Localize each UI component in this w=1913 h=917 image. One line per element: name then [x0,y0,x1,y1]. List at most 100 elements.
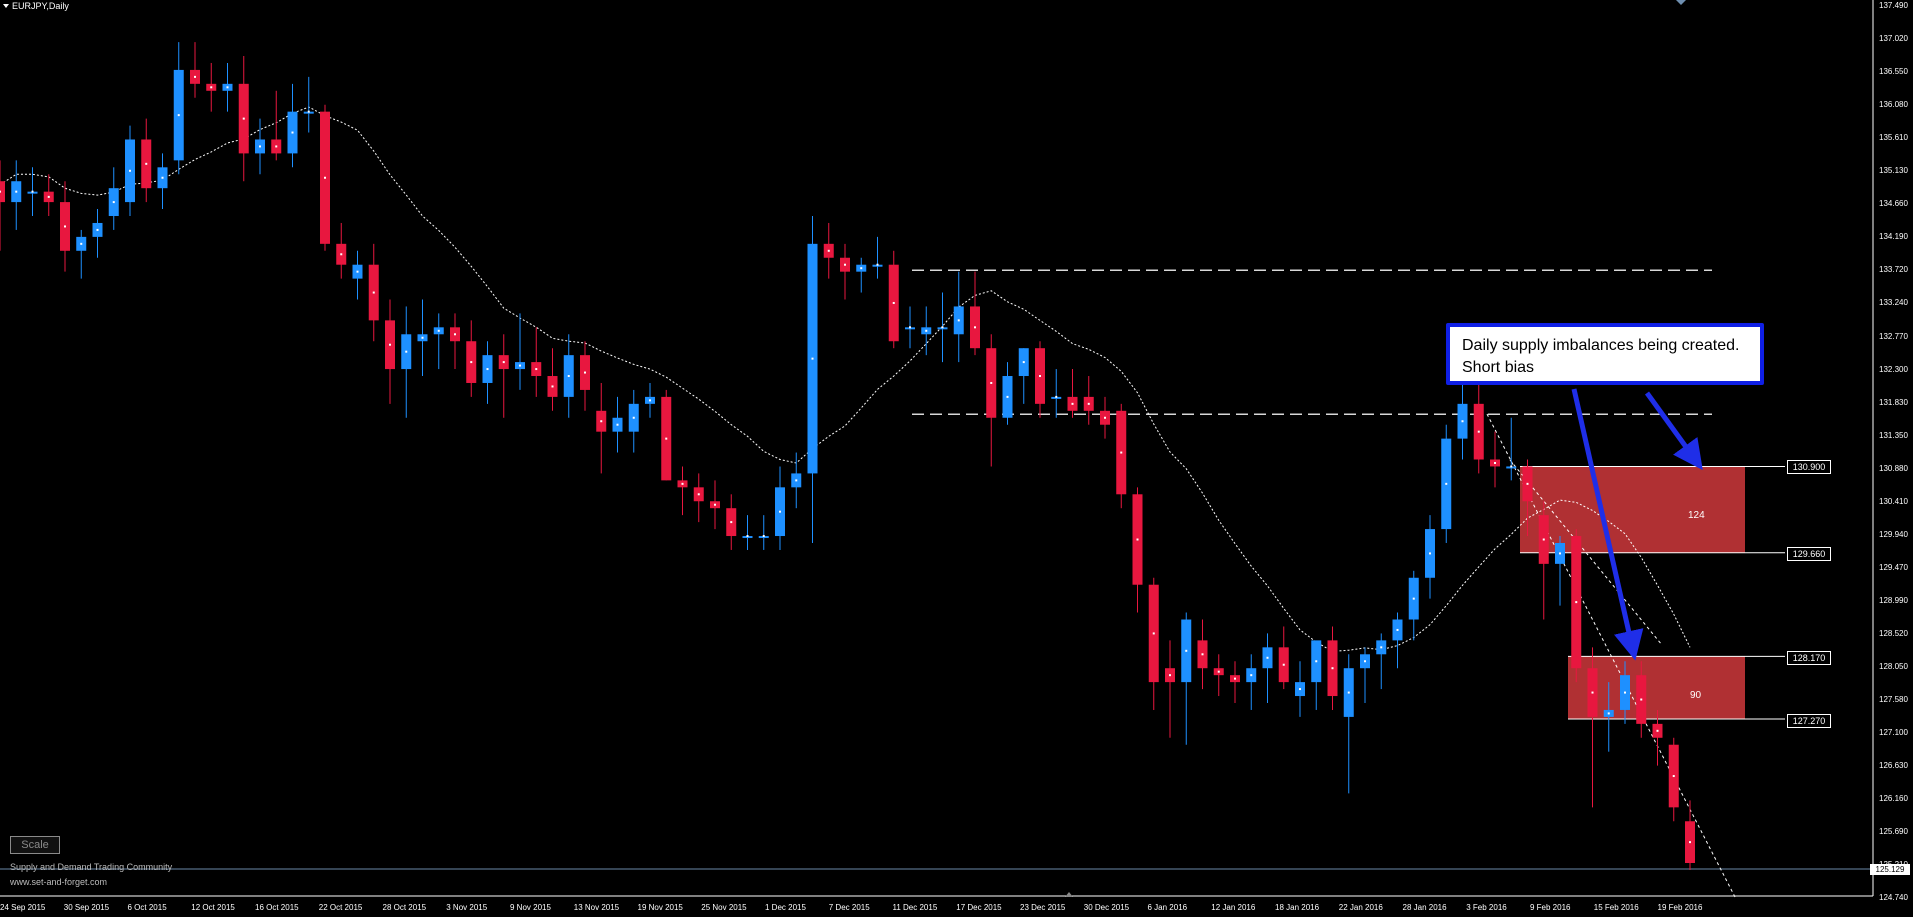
candle-dot [1185,649,1188,652]
date-tick-label: 19 Feb 2016 [1657,903,1703,912]
candle-dot [1364,660,1366,663]
annotation-callout: Daily supply imbalances being created. S… [1446,323,1764,385]
candle-dot [1201,653,1204,656]
candle-dot [1055,395,1058,398]
candle-dot [1559,552,1561,555]
candle-dot [1429,552,1431,555]
annotation-text: Daily supply imbalances being created. S… [1462,337,1740,376]
candle-dot [112,201,115,204]
candle-dot [307,110,310,113]
candle-dot [1526,482,1529,485]
candle-dot [1331,667,1334,670]
date-tick-label: 9 Nov 2015 [510,903,551,912]
zone-2-top-price-label: 128.170 [1787,651,1831,665]
date-tick-label: 7 Dec 2015 [828,903,870,912]
candle-dot [779,510,781,513]
candle-dot [226,86,229,89]
footer-url: www.set-and-forget.com [10,877,108,887]
price-tick-label: 127.580 [1879,695,1908,705]
price-tick-label: 127.100 [1879,728,1908,738]
date-tick-label: 13 Nov 2015 [573,903,620,912]
current-price-tag: 125.129 [1870,864,1910,875]
price-tick-label: 134.660 [1879,199,1908,209]
candle-dot [1071,402,1074,405]
candle-dot [1282,663,1285,666]
candle-dot [616,423,619,426]
candle-dot [177,114,180,117]
candle-dot [389,343,391,346]
candle-dot [649,399,651,402]
candle-dot [1412,597,1415,600]
price-tick-label: 136.550 [1879,67,1908,77]
chart-menu-triangle-icon[interactable] [3,4,9,8]
candle-dot [535,368,538,371]
candle-dot [941,326,944,329]
candle-dot [80,242,83,245]
candle-dot [697,493,700,496]
candle-dot [811,357,814,360]
candle-dot [210,86,213,89]
top-marker-icon [1676,0,1686,5]
date-tick-label: 16 Oct 2015 [255,903,299,912]
candle-dot [437,329,440,332]
price-tick-label: 128.990 [1879,595,1908,605]
candle-dot [1217,670,1220,673]
candle-dot [1234,677,1236,680]
candle-dot [957,319,960,322]
candle-dot [860,267,863,270]
candle-dot [64,225,66,228]
price-tick-label: 131.350 [1879,430,1908,440]
price-tick-label: 129.470 [1879,562,1908,572]
candle-dot [681,482,684,485]
candle-dot [372,291,375,294]
candle-dot [486,368,489,371]
candle-dot [1266,656,1269,659]
candle-dot [665,437,668,440]
zone-2-label: 90 [1690,690,1702,701]
date-tick-label: 3 Feb 2016 [1466,903,1507,912]
candle-dot [1607,712,1610,715]
candle-dot [1672,775,1675,778]
moving-average-line [0,106,1691,652]
price-tick-label: 124.740 [1879,893,1908,903]
price-tick-label: 131.830 [1879,397,1908,407]
price-tick-label: 125.690 [1879,827,1908,837]
price-tick-label: 126.630 [1879,761,1908,771]
bottom-marker-icon [1065,892,1073,897]
candle-dot [356,270,359,273]
scale-button[interactable]: Scale [10,836,60,854]
candle-dot [892,301,895,304]
candle-dot [1494,461,1496,464]
candle-dot [600,420,603,423]
candle-dot [161,176,164,179]
candle-dot [1006,395,1009,398]
candle-dot [1315,660,1318,663]
candle-dot [96,228,99,231]
date-tick-label: 25 Nov 2015 [701,903,747,912]
date-tick-label: 6 Jan 2016 [1147,903,1188,912]
candle-dot [1445,482,1448,485]
candle-dot [421,336,424,339]
candle-dot [876,263,879,266]
candle-dot [1656,729,1659,732]
date-tick-label: 22 Oct 2015 [318,903,363,912]
price-tick-label: 132.770 [1879,331,1908,341]
date-tick-label: 17 Dec 2015 [956,903,1002,912]
zone-2-bottom-price-label: 127.270 [1787,714,1831,728]
date-tick-label: 3 Nov 2015 [446,903,488,912]
symbol-label: EURJPY,Daily [12,1,69,11]
price-tick-label: 132.300 [1879,364,1908,374]
date-tick-label: 12 Oct 2015 [191,903,235,912]
candle-dot [551,385,554,388]
candle-dot [1510,465,1513,468]
candle-dot [730,521,733,524]
date-tick-label: 24 Sep 2015 [0,903,46,912]
candle-dot [1624,691,1626,694]
price-tick-label: 134.190 [1879,232,1908,242]
candle-dot [1022,361,1025,364]
candle-dot [827,249,830,252]
candle-dot [1575,601,1578,604]
candle-dot [584,371,586,374]
date-tick-label: 18 Jan 2016 [1275,903,1320,912]
